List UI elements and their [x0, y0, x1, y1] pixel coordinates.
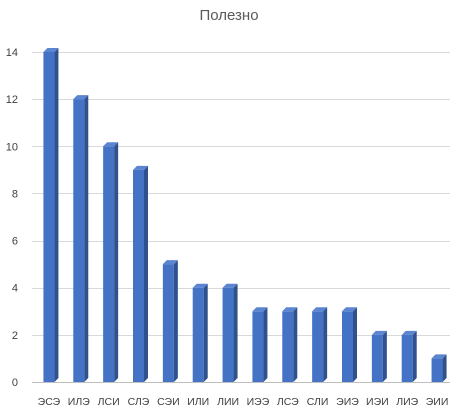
bar — [222, 283, 238, 382]
bar — [342, 307, 357, 382]
bar-side — [293, 307, 298, 382]
bar-front — [252, 311, 264, 382]
bar-side — [412, 330, 417, 382]
bar-side — [144, 165, 148, 382]
bar-front — [192, 287, 204, 382]
bar — [252, 307, 268, 382]
bar-top — [401, 330, 417, 335]
bar-front — [162, 264, 174, 382]
bar-top — [73, 95, 89, 100]
bar-front — [312, 311, 324, 382]
bar — [103, 142, 119, 382]
bar-side — [203, 283, 208, 382]
bar — [282, 307, 298, 382]
bar-side — [382, 330, 387, 382]
bar — [43, 48, 59, 382]
bar-top — [162, 260, 178, 265]
bar-top — [252, 307, 268, 312]
bar-side — [173, 260, 178, 382]
bar-front — [103, 146, 115, 382]
bar-front — [133, 169, 144, 382]
bar-top — [282, 307, 298, 312]
x-category-label: ЭИЭ — [336, 396, 359, 408]
bar-top — [312, 307, 328, 312]
x-category-label: СЛЭ — [128, 396, 150, 408]
x-category-label: СЭИ — [157, 396, 180, 408]
bar-side — [442, 354, 447, 382]
y-tick-label: 12 — [6, 94, 18, 106]
bar — [73, 95, 89, 383]
bar-front — [222, 287, 234, 382]
x-category-label: ЛИИ — [217, 396, 239, 408]
bar-side — [233, 283, 238, 382]
bar-side — [263, 307, 268, 382]
bar-side — [353, 307, 357, 382]
y-axis-tick-labels: 0 2 4 6 8 10 12 14 — [6, 47, 18, 389]
x-category-label: СЛИ — [307, 396, 329, 408]
bar-side — [114, 142, 119, 382]
bar-front — [342, 311, 353, 382]
bar-front — [43, 52, 55, 382]
bar-front — [371, 334, 383, 382]
y-tick-label: 0 — [12, 377, 18, 389]
bar-top — [431, 354, 447, 359]
bar-top — [103, 142, 119, 147]
y-tick-label: 14 — [6, 47, 18, 59]
y-tick-label: 8 — [12, 188, 18, 200]
bar — [312, 307, 328, 382]
bar-front — [282, 311, 294, 382]
gridlines — [32, 52, 450, 383]
y-tick-label: 6 — [12, 236, 18, 248]
x-category-label: ИЭИ — [366, 396, 389, 408]
chart-title: Полезно — [199, 7, 258, 24]
bar-front — [401, 334, 413, 382]
x-axis-category-labels: ЭСЭ ИЛЭ ЛСИ СЛЭ СЭИ ИЛИ ЛИИ ИЭЭ ЛСЭ СЛИ ЭИЭ ИЭИ ЛИЭ Э… — [38, 396, 449, 408]
bar-side — [54, 48, 59, 382]
x-category-label: ИЛЭ — [68, 396, 90, 408]
bar-side — [84, 95, 89, 383]
y-tick-label: 2 — [12, 330, 18, 342]
x-category-label: ЛИЭ — [396, 396, 418, 408]
x-category-label: ИЛИ — [187, 396, 209, 408]
x-category-label: ЛСЭ — [277, 396, 299, 408]
bar-top — [133, 165, 148, 170]
y-tick-label: 4 — [12, 283, 18, 295]
bar — [162, 260, 178, 382]
bar — [431, 354, 447, 382]
bar — [401, 330, 417, 382]
bar-front — [73, 99, 85, 383]
bar-front — [431, 358, 443, 382]
bar-side — [323, 307, 328, 382]
x-category-label: ЛСИ — [98, 396, 120, 408]
y-tick-label: 10 — [6, 141, 18, 153]
bar — [192, 283, 208, 382]
bar-top — [342, 307, 357, 312]
x-category-label: ИЭЭ — [247, 396, 270, 408]
bar-top — [43, 48, 59, 52]
bars — [43, 48, 447, 383]
bar-top — [371, 330, 387, 335]
bar — [133, 165, 148, 382]
bar — [371, 330, 387, 382]
bar-top — [222, 283, 238, 288]
x-category-label: ЭСЭ — [38, 396, 61, 408]
bar-top — [192, 283, 208, 288]
x-category-label: ЭИИ — [426, 396, 449, 408]
